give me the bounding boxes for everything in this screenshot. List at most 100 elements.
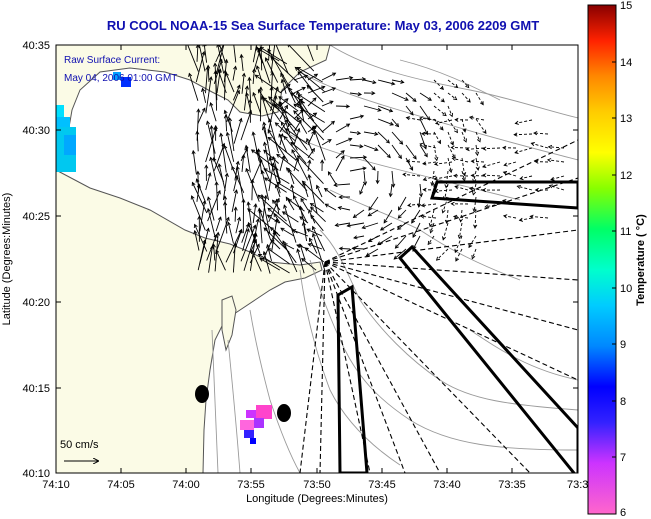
current-vector bbox=[197, 108, 206, 124]
current-vector-head bbox=[282, 240, 287, 245]
current-vector-head bbox=[359, 144, 364, 149]
current-vector-head bbox=[267, 48, 272, 53]
current-vector bbox=[207, 208, 217, 242]
current-vector-head bbox=[215, 249, 220, 254]
current-vector bbox=[312, 125, 326, 161]
current-vector bbox=[520, 175, 533, 180]
current-vector-head bbox=[420, 131, 426, 136]
current-vector bbox=[514, 133, 533, 136]
current-vector bbox=[233, 118, 242, 144]
y-tick-label: 40:25 bbox=[22, 211, 50, 223]
current-vector-head bbox=[241, 198, 246, 203]
current-vector bbox=[443, 183, 449, 200]
current-vector bbox=[451, 147, 469, 149]
current-vector-head bbox=[287, 168, 292, 173]
current-vector-head bbox=[224, 58, 229, 64]
coverage-boxes bbox=[336, 180, 578, 473]
current-vector bbox=[258, 89, 281, 122]
current-vector-head bbox=[209, 124, 214, 130]
current-vector-head bbox=[206, 196, 211, 201]
current-vector bbox=[502, 200, 517, 205]
current-vector-head bbox=[280, 72, 285, 78]
current-vector-head bbox=[457, 234, 462, 240]
current-vector bbox=[210, 157, 217, 182]
current-vector bbox=[466, 147, 485, 150]
current-vector bbox=[405, 144, 417, 160]
current-vector bbox=[187, 45, 199, 72]
current-vector-head bbox=[434, 188, 439, 194]
current-vector-head bbox=[419, 116, 424, 121]
current-vector bbox=[307, 112, 317, 120]
current-vector-head bbox=[262, 141, 268, 146]
current-vector-head bbox=[465, 83, 470, 89]
current-vector bbox=[310, 215, 324, 232]
sst-patches bbox=[56, 72, 272, 444]
current-vector bbox=[248, 77, 252, 102]
current-vector bbox=[349, 167, 366, 172]
current-vector-head bbox=[286, 83, 291, 88]
current-vector-head bbox=[400, 79, 405, 84]
current-vector-head bbox=[463, 138, 467, 143]
current-vector bbox=[205, 172, 211, 191]
current-vector bbox=[349, 92, 362, 95]
current-vector bbox=[291, 149, 309, 181]
current-vector-head bbox=[287, 45, 291, 48]
current-vector bbox=[363, 79, 376, 84]
current-vector bbox=[471, 248, 477, 259]
current-vector bbox=[368, 209, 379, 217]
y-tick-label: 40:10 bbox=[22, 468, 50, 480]
current-vector-head bbox=[227, 117, 233, 122]
current-vector-head bbox=[534, 187, 539, 193]
current-vector-head bbox=[417, 203, 422, 208]
current-vector-head bbox=[405, 116, 410, 121]
current-vector bbox=[258, 254, 290, 274]
current-vector-head bbox=[269, 226, 275, 231]
current-vector bbox=[236, 166, 245, 203]
current-vector bbox=[261, 96, 271, 123]
y-tick-label: 40:15 bbox=[22, 383, 50, 395]
current-vectors bbox=[187, 41, 565, 274]
current-vector bbox=[297, 155, 324, 185]
current-vector-head bbox=[207, 172, 212, 177]
current-vector bbox=[293, 103, 325, 123]
current-vector-head bbox=[195, 130, 200, 135]
current-vector bbox=[436, 248, 449, 261]
current-vector bbox=[307, 73, 318, 81]
current-vector bbox=[255, 74, 281, 93]
current-vector-head bbox=[357, 92, 363, 97]
current-vector-head bbox=[308, 237, 313, 242]
current-vector-head bbox=[225, 131, 230, 137]
current-vector-head bbox=[236, 216, 242, 222]
current-vector-head bbox=[374, 147, 379, 152]
current-vector bbox=[217, 45, 224, 73]
current-vector bbox=[472, 183, 477, 195]
current-vector-head bbox=[298, 98, 304, 103]
current-vector-head bbox=[241, 153, 246, 159]
current-vector-head bbox=[223, 144, 228, 150]
current-vector-head bbox=[254, 74, 259, 79]
current-vector-head bbox=[502, 171, 508, 176]
current-vector-head bbox=[274, 86, 279, 91]
current-vector bbox=[231, 166, 245, 193]
current-vector-head bbox=[337, 205, 342, 211]
current-vector bbox=[307, 131, 315, 146]
current-vector-head bbox=[278, 96, 283, 101]
current-vector bbox=[293, 119, 302, 133]
current-vector bbox=[447, 131, 454, 146]
current-vector-head bbox=[481, 164, 487, 169]
current-vector-head bbox=[260, 41, 263, 44]
current-vector-head bbox=[235, 160, 240, 165]
current-vector-head bbox=[399, 140, 404, 145]
current-vector-head bbox=[484, 204, 489, 209]
current-vector bbox=[232, 85, 241, 101]
current-vector-head bbox=[294, 66, 299, 71]
current-vector-head bbox=[407, 203, 412, 208]
current-vector bbox=[215, 70, 218, 111]
current-vector bbox=[273, 103, 298, 131]
current-vector bbox=[325, 203, 337, 211]
current-vector-head bbox=[482, 173, 487, 178]
current-vector-head bbox=[267, 96, 273, 101]
current-vector bbox=[198, 45, 206, 72]
current-vector-head bbox=[502, 199, 507, 204]
current-vector bbox=[391, 144, 402, 159]
